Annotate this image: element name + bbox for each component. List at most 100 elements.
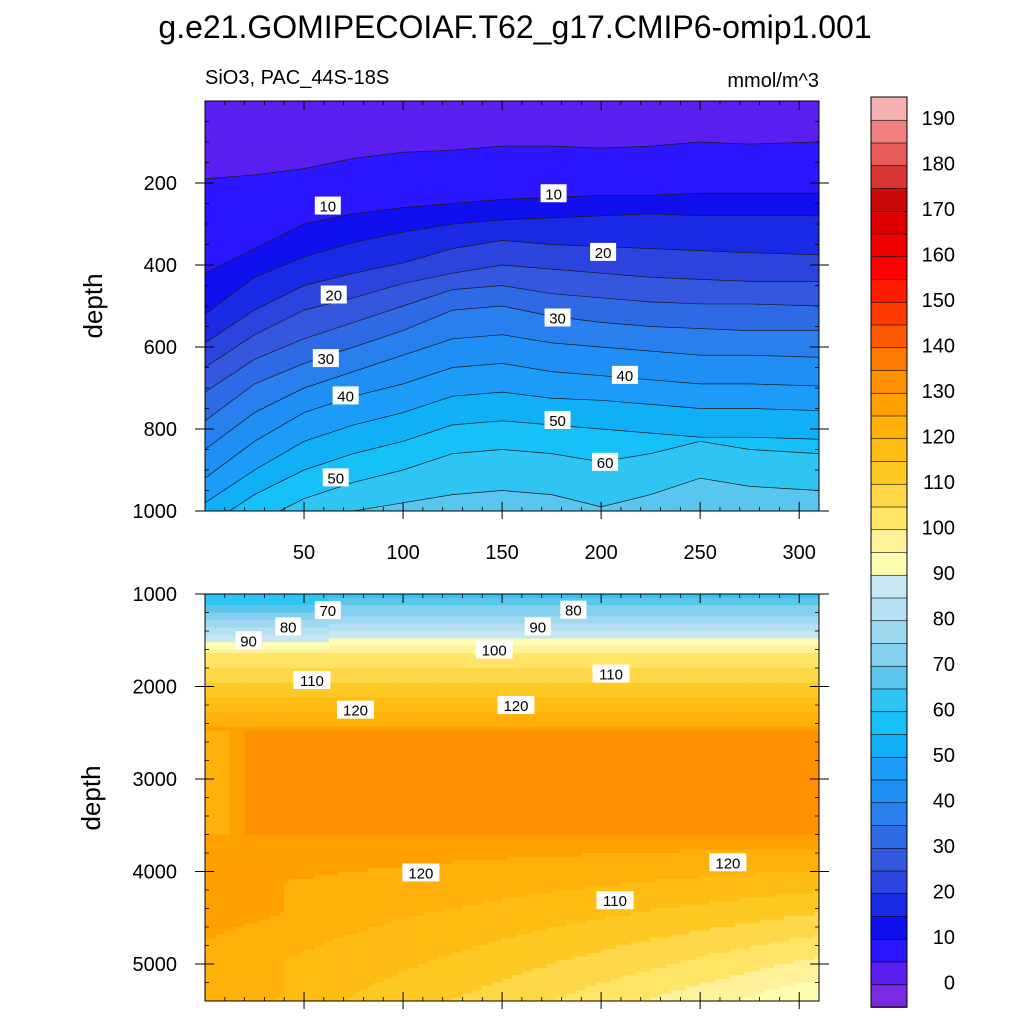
lower-cell xyxy=(318,697,325,702)
lower-cell xyxy=(358,830,365,836)
lower-cell xyxy=(408,738,414,743)
lower-cell xyxy=(308,908,315,913)
lower-cell xyxy=(229,786,236,791)
lower-cell xyxy=(343,893,350,898)
lower-cell xyxy=(338,886,345,891)
lower-cell xyxy=(279,986,285,991)
lower-cell xyxy=(308,790,315,795)
lower-cell xyxy=(205,808,211,813)
lower-cell xyxy=(388,701,394,706)
lower-cell xyxy=(353,875,360,880)
lower-cell xyxy=(363,749,370,754)
lower-cell xyxy=(284,779,290,784)
lower-cell xyxy=(343,830,350,836)
lower-cell xyxy=(412,989,419,995)
lower-cell xyxy=(412,797,419,802)
lower-cell xyxy=(398,827,404,832)
lower-cell xyxy=(338,793,345,799)
lower-cell xyxy=(259,742,266,747)
lower-cell xyxy=(249,601,256,606)
lower-cell xyxy=(239,771,246,776)
lower-cell xyxy=(383,753,389,758)
lower-cell xyxy=(378,634,384,639)
lower-cell xyxy=(304,912,310,917)
lower-cell xyxy=(254,716,261,721)
lower-cell xyxy=(353,967,360,972)
lower-cell xyxy=(294,975,300,980)
contour-label-text: 10 xyxy=(545,186,562,203)
lower-cell xyxy=(408,978,414,984)
lower-cell xyxy=(224,612,231,617)
lower-cell xyxy=(269,712,275,717)
lower-cell xyxy=(403,616,409,621)
lower-cell xyxy=(368,623,374,628)
lower-cell xyxy=(338,797,345,802)
lower-cell xyxy=(398,619,404,625)
lower-cell xyxy=(269,838,275,843)
lower-cell xyxy=(343,975,350,980)
lower-cell xyxy=(333,923,340,928)
lower-cell xyxy=(259,753,266,758)
lower-cell xyxy=(234,912,241,917)
lower-cell xyxy=(229,616,236,621)
lower-cell xyxy=(408,645,414,651)
upper-contour-label: 10 xyxy=(314,196,341,216)
lower-cell xyxy=(403,923,409,928)
lower-cell xyxy=(368,812,374,817)
lower-cell xyxy=(289,908,295,913)
lower-cell xyxy=(408,797,414,802)
lower-cell xyxy=(338,597,345,602)
lower-cell xyxy=(328,697,335,702)
lower-cell xyxy=(249,790,256,795)
lower-cell xyxy=(269,856,275,861)
lower-cell xyxy=(333,753,340,758)
lower-cell xyxy=(313,779,320,784)
lower-cell xyxy=(393,971,399,976)
lower-cell xyxy=(219,708,226,713)
lower-cell xyxy=(368,816,374,821)
lower-cell xyxy=(289,771,295,776)
lower-cell xyxy=(383,712,389,717)
lower-cell xyxy=(338,890,345,895)
lower-cell xyxy=(318,930,325,935)
lower-cell xyxy=(279,649,285,654)
lower-cell xyxy=(269,793,275,799)
lower-cell xyxy=(378,867,384,873)
lower-cell xyxy=(318,734,325,739)
lower-cell xyxy=(259,978,266,984)
lower-cell xyxy=(383,623,389,628)
lower-cell xyxy=(318,952,325,958)
lower-cell xyxy=(393,804,399,810)
lower-cell xyxy=(313,712,320,717)
lower-cell xyxy=(249,919,256,924)
lower-cell xyxy=(229,886,236,891)
lower-cell xyxy=(353,853,360,858)
lower-cell xyxy=(289,745,295,750)
lower-cell xyxy=(214,816,221,821)
lower-cell xyxy=(289,767,295,773)
lower-cell xyxy=(363,819,370,824)
lower-cell xyxy=(249,745,256,750)
lower-cell xyxy=(358,912,365,917)
lower-cell xyxy=(373,804,379,810)
lower-cell xyxy=(348,742,355,747)
lower-cell xyxy=(373,886,379,891)
lower-cell xyxy=(378,838,384,843)
lower-cell xyxy=(412,664,419,669)
contour-label-bg xyxy=(322,468,349,487)
lower-cell xyxy=(358,882,365,887)
lower-cell xyxy=(338,849,345,854)
lower-cell xyxy=(294,819,300,824)
lower-cell xyxy=(299,927,305,932)
lower-cell xyxy=(264,797,270,802)
lower-cell xyxy=(299,830,305,836)
lower-cell xyxy=(308,612,315,617)
lower-cell xyxy=(378,730,384,736)
lower-cell xyxy=(378,964,384,969)
lower-cell xyxy=(239,878,246,884)
lower-cell xyxy=(358,742,365,747)
lower-cell xyxy=(388,945,394,950)
lower-cell xyxy=(209,801,216,806)
lower-cell xyxy=(294,827,300,832)
lower-cell xyxy=(229,904,236,910)
